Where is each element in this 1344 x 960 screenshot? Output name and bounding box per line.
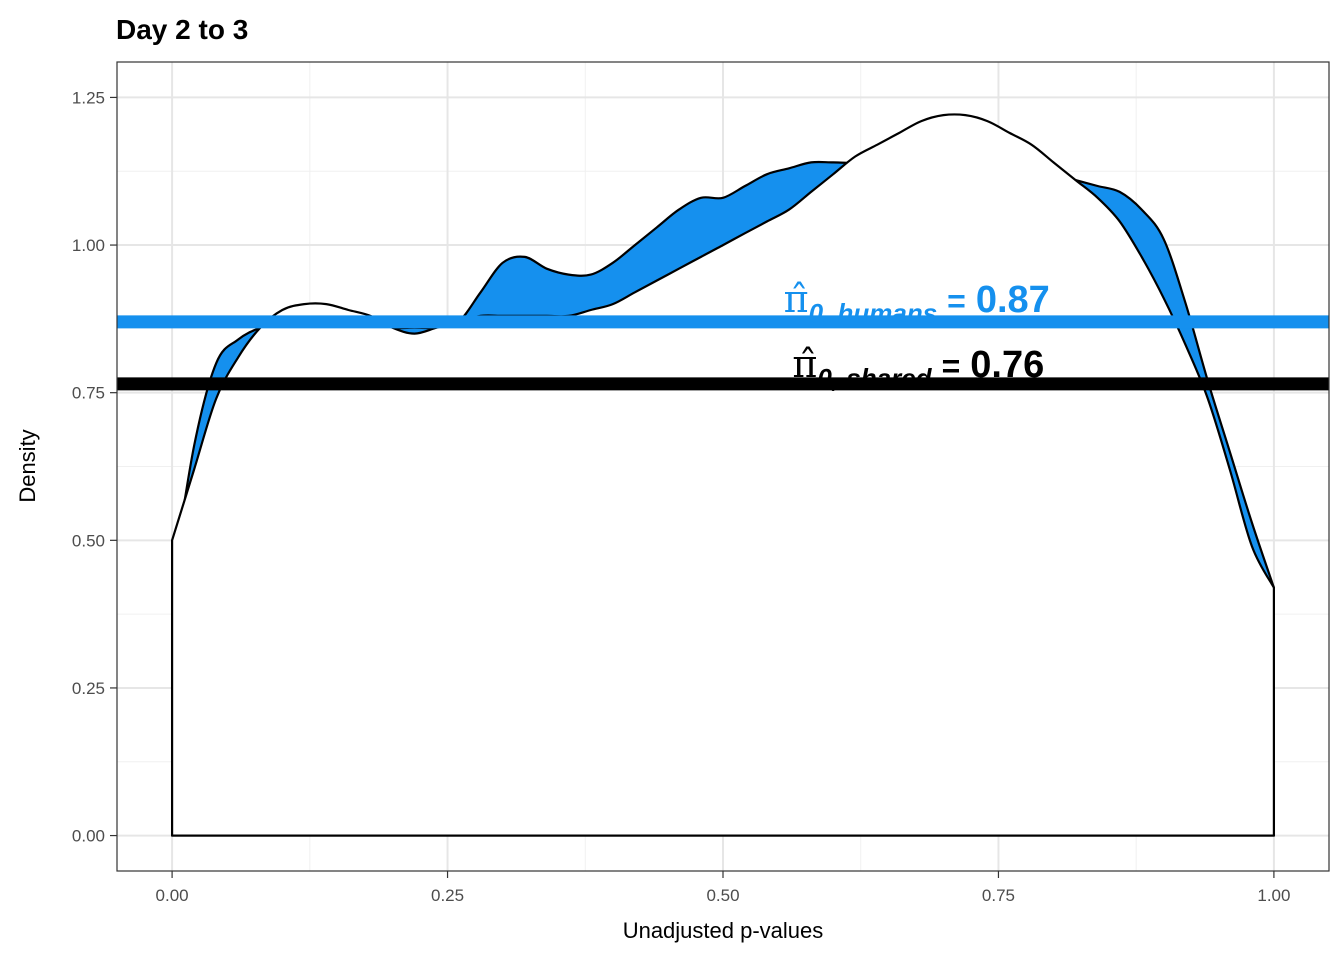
pi0-annotation-1: π̂0, humans = 0.87 — [784, 277, 1050, 328]
density-area-2 — [170, 113, 1276, 837]
pi0-subscript: 0, humans — [809, 298, 938, 328]
y-tick-label: 0.75 — [72, 384, 105, 403]
pi0-value: 0.87 — [976, 279, 1050, 321]
y-tick-label: 1.00 — [72, 236, 105, 255]
x-tick-label: 1.00 — [1257, 886, 1290, 905]
pi0-annotation-2: π̂0, shared = 0.76 — [792, 342, 1044, 393]
y-tick-label: 0.50 — [72, 531, 105, 550]
x-tick-label: 0.25 — [431, 886, 464, 905]
y-tick-label: 1.25 — [72, 88, 105, 107]
y-axis-title: Density — [15, 429, 40, 502]
pi0-equals: = — [942, 348, 961, 384]
y-axis: 0.00 0.25 0.50 0.75 1.00 1.25 — [72, 88, 117, 846]
pi0-value: 0.76 — [970, 344, 1044, 386]
x-tick-label: 0.00 — [156, 886, 189, 905]
chart-title: Day 2 to 3 — [116, 14, 248, 45]
pi-hat-symbol: π̂ — [792, 342, 817, 386]
x-tick-label: 0.75 — [982, 886, 1015, 905]
y-tick-label: 0.00 — [72, 827, 105, 846]
pi-hat-symbol: π̂ — [784, 277, 809, 321]
plot-panel — [116, 61, 1330, 872]
x-axis: 0.00 0.25 0.50 0.75 1.00 — [156, 871, 1290, 905]
reference-lines — [117, 315, 1329, 391]
annotations: π̂0, humans = 0.87π̂0, shared = 0.76 — [784, 277, 1050, 393]
x-axis-title: Unadjusted p-values — [623, 918, 824, 943]
x-tick-label: 0.50 — [706, 886, 739, 905]
y-tick-label: 0.25 — [72, 679, 105, 698]
pi0-subscript: 0, shared — [817, 363, 932, 393]
pi0-equals: = — [947, 283, 966, 319]
